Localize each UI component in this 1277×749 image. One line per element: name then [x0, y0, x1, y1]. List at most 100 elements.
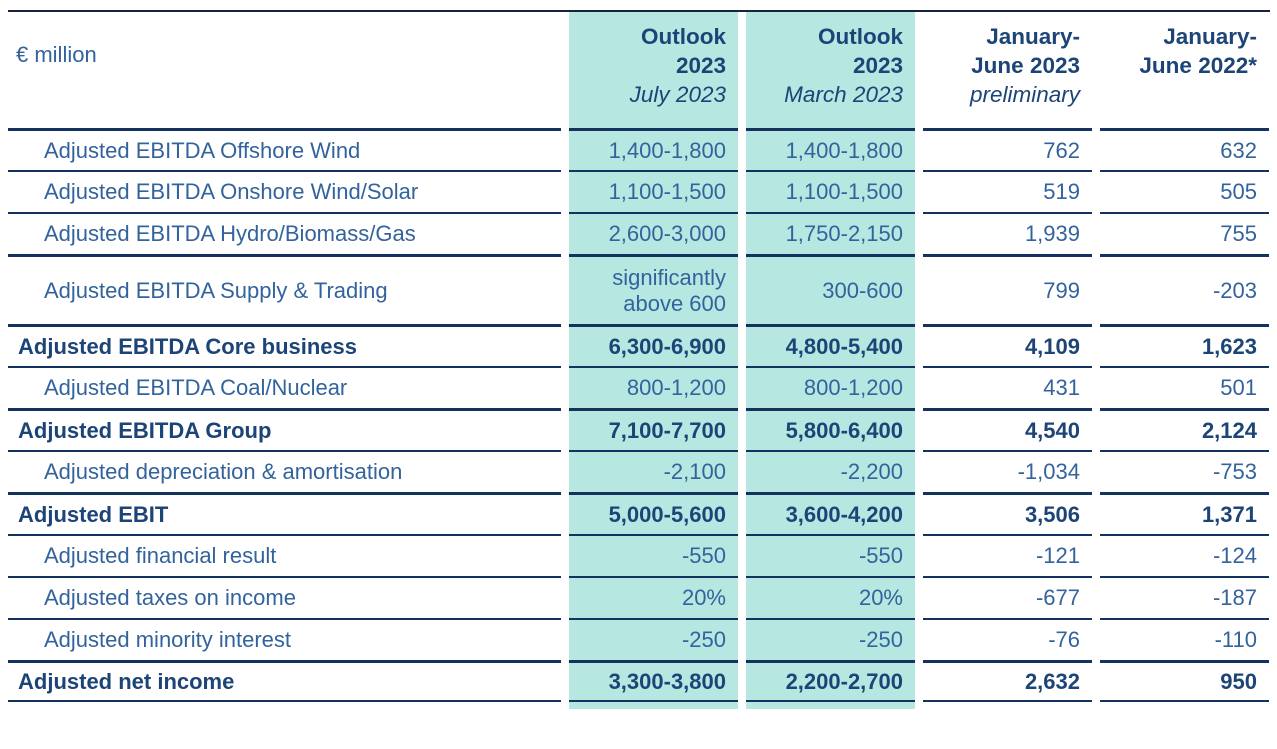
stub-cell — [746, 702, 915, 709]
cell-value: 4,109 — [923, 324, 1092, 366]
column-title: 2023 — [852, 53, 903, 78]
unit-label: € million — [16, 42, 97, 67]
table-row: Adjusted minority interest -250 -250 -76… — [8, 618, 1269, 660]
cell-value: 431 — [923, 366, 1092, 408]
row-label: Adjusted EBITDA Core business — [8, 324, 561, 366]
cell-value: 2,600-3,000 — [569, 212, 738, 254]
cell-value: 799 — [923, 254, 1092, 324]
table-row: Adjusted EBITDA Onshore Wind/Solar 1,100… — [8, 170, 1269, 212]
table-row-total: Adjusted net income 3,300-3,800 2,200-2,… — [8, 660, 1269, 702]
stub-cell — [1100, 702, 1269, 709]
cell-value: 5,000-5,600 — [569, 492, 738, 534]
cell-value: significantly above 600 — [569, 254, 738, 324]
column-header-outlook-july-2023: Outlook 2023 July 2023 — [569, 12, 738, 128]
cell-value: -121 — [923, 534, 1092, 576]
column-subtitle: preliminary — [969, 82, 1080, 107]
cell-value: 1,750-2,150 — [746, 212, 915, 254]
row-label: Adjusted financial result — [8, 534, 561, 576]
row-label: Adjusted taxes on income — [8, 576, 561, 618]
table-row: Adjusted taxes on income 20% 20% -677 -1… — [8, 576, 1269, 618]
column-title: June 2023 — [971, 53, 1080, 78]
cell-value: 519 — [923, 170, 1092, 212]
cell-value: 632 — [1100, 128, 1269, 170]
cell-value: 4,540 — [923, 408, 1092, 450]
cell-value: -753 — [1100, 450, 1269, 492]
cell-value: 300-600 — [746, 254, 915, 324]
column-title: January- — [986, 24, 1080, 49]
cell-value: -550 — [746, 534, 915, 576]
cell-value: -110 — [1100, 618, 1269, 660]
table-row-total: Adjusted EBITDA Group 7,100-7,700 5,800-… — [8, 408, 1269, 450]
cell-value: -550 — [569, 534, 738, 576]
column-title: June 2022* — [1139, 53, 1257, 78]
column-title: January- — [1163, 24, 1257, 49]
row-label: Adjusted depreciation & amortisation — [8, 450, 561, 492]
cell-value: 2,200-2,700 — [746, 660, 915, 702]
cell-value: 2,124 — [1100, 408, 1269, 450]
table-row: Adjusted depreciation & amortisation -2,… — [8, 450, 1269, 492]
cell-value: 1,400-1,800 — [746, 128, 915, 170]
row-label: Adjusted EBITDA Coal/Nuclear — [8, 366, 561, 408]
cell-value: 3,506 — [923, 492, 1092, 534]
row-label: Adjusted EBIT — [8, 492, 561, 534]
cell-value: -187 — [1100, 576, 1269, 618]
table-row: Adjusted EBITDA Coal/Nuclear 800-1,200 8… — [8, 366, 1269, 408]
cell-value: 505 — [1100, 170, 1269, 212]
cell-value: 1,400-1,800 — [569, 128, 738, 170]
cell-value: 1,100-1,500 — [569, 170, 738, 212]
cell-value: -250 — [569, 618, 738, 660]
column-title: Outlook — [818, 24, 903, 49]
cell-value: 1,623 — [1100, 324, 1269, 366]
cell-value: 762 — [923, 128, 1092, 170]
cell-value: 1,371 — [1100, 492, 1269, 534]
header-row: € million Outlook 2023 July 2023 Outlook… — [8, 12, 1269, 128]
cell-value: 1,100-1,500 — [746, 170, 915, 212]
financial-outlook-table: € million Outlook 2023 July 2023 Outlook… — [0, 12, 1277, 709]
table-row: Adjusted EBITDA Supply & Trading signifi… — [8, 254, 1269, 324]
column-title: 2023 — [675, 53, 726, 78]
cell-value: 5,800-6,400 — [746, 408, 915, 450]
table-row: Adjusted financial result -550 -550 -121… — [8, 534, 1269, 576]
cell-value: 20% — [569, 576, 738, 618]
cell-value: 800-1,200 — [746, 366, 915, 408]
cell-value: -250 — [746, 618, 915, 660]
column-header-jan-june-2023: January- June 2023 preliminary — [923, 12, 1092, 128]
cell-value: 4,800-5,400 — [746, 324, 915, 366]
row-label: Adjusted EBITDA Onshore Wind/Solar — [8, 170, 561, 212]
cropped-bottom-stub — [8, 702, 1269, 709]
row-label: Adjusted minority interest — [8, 618, 561, 660]
cell-value: 1,939 — [923, 212, 1092, 254]
cell-value: -1,034 — [923, 450, 1092, 492]
cell-value: -76 — [923, 618, 1092, 660]
column-header-jan-june-2022: January- June 2022* — [1100, 12, 1269, 128]
cell-value: 2,632 — [923, 660, 1092, 702]
table-row-total: Adjusted EBIT 5,000-5,600 3,600-4,200 3,… — [8, 492, 1269, 534]
table-row-total: Adjusted EBITDA Core business 6,300-6,90… — [8, 324, 1269, 366]
row-label: Adjusted EBITDA Group — [8, 408, 561, 450]
cell-value: -2,200 — [746, 450, 915, 492]
stub-cell — [569, 702, 738, 709]
cell-value: 501 — [1100, 366, 1269, 408]
row-label: Adjusted EBITDA Supply & Trading — [8, 254, 561, 324]
stub-cell — [8, 702, 561, 709]
column-subtitle: March 2023 — [784, 82, 903, 107]
cell-value: -124 — [1100, 534, 1269, 576]
row-label: Adjusted net income — [8, 660, 561, 702]
cell-value: 20% — [746, 576, 915, 618]
row-label: Adjusted EBITDA Hydro/Biomass/Gas — [8, 212, 561, 254]
cell-value: 800-1,200 — [569, 366, 738, 408]
table-row: Adjusted EBITDA Hydro/Biomass/Gas 2,600-… — [8, 212, 1269, 254]
row-label: Adjusted EBITDA Offshore Wind — [8, 128, 561, 170]
cell-value: -203 — [1100, 254, 1269, 324]
cell-value: -2,100 — [569, 450, 738, 492]
cell-value: 7,100-7,700 — [569, 408, 738, 450]
table-row: Adjusted EBITDA Offshore Wind 1,400-1,80… — [8, 128, 1269, 170]
column-title: Outlook — [641, 24, 726, 49]
stub-cell — [923, 702, 1092, 709]
table-top-rule — [8, 10, 1270, 12]
cell-value: 755 — [1100, 212, 1269, 254]
cell-value: 6,300-6,900 — [569, 324, 738, 366]
cell-value: 950 — [1100, 660, 1269, 702]
column-header-outlook-march-2023: Outlook 2023 March 2023 — [746, 12, 915, 128]
cell-value: -677 — [923, 576, 1092, 618]
